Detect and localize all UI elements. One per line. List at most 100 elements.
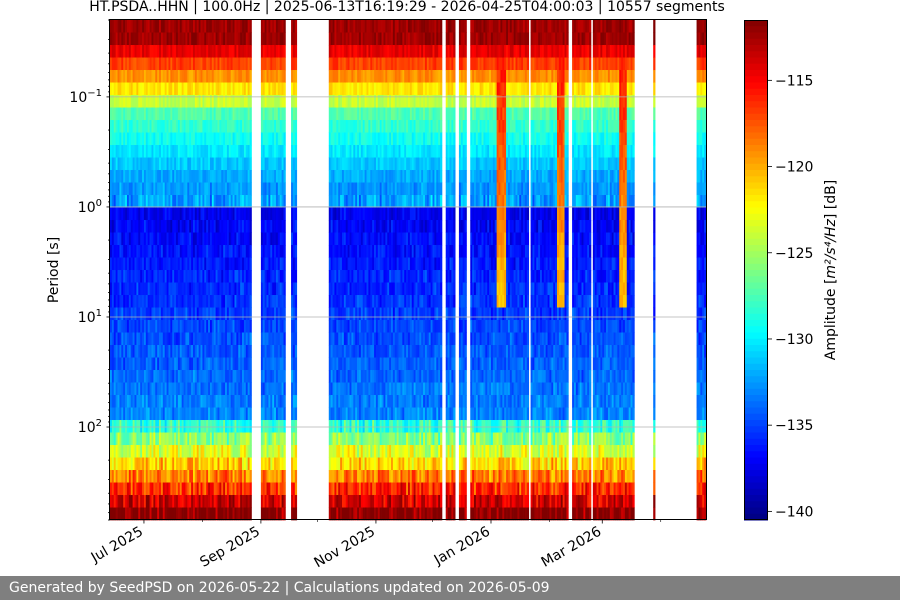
heatmap-cell	[185, 157, 188, 171]
heatmap-cell	[181, 495, 184, 508]
heatmap-cell	[198, 270, 201, 283]
heatmap-cell	[119, 145, 122, 158]
heatmap-cell	[206, 157, 209, 171]
heatmap-cell	[147, 345, 150, 358]
heatmap-cell	[160, 57, 164, 71]
heatmap-cell	[159, 145, 162, 158]
heatmap-cell	[123, 32, 126, 46]
heatmap-cell	[200, 82, 203, 96]
heatmap-cell	[179, 370, 183, 383]
heatmap-cell	[166, 257, 169, 271]
heatmap-cell	[149, 120, 152, 133]
heatmap-cell	[157, 32, 160, 46]
heatmap-cell	[192, 445, 196, 458]
heatmap-cell	[202, 295, 205, 308]
heatmap-day-column	[134, 20, 137, 521]
heatmap-cell	[174, 482, 177, 496]
heatmap-cell	[147, 270, 150, 283]
heatmap-cell	[126, 145, 130, 158]
heatmap-cell	[283, 157, 286, 171]
heatmap-cell	[125, 132, 128, 146]
heatmap-cell	[192, 107, 196, 121]
heatmap-cell	[168, 320, 171, 333]
heatmap-cell	[125, 232, 128, 246]
heatmap-cell	[160, 295, 164, 308]
heatmap-cell	[283, 407, 286, 421]
heatmap-cell	[192, 132, 196, 146]
heatmap-cell	[145, 232, 149, 246]
heatmap-cell	[130, 245, 133, 258]
heatmap-cell	[136, 195, 139, 208]
heatmap-cell	[119, 357, 122, 371]
heatmap-cell	[126, 270, 130, 283]
heatmap-cell	[153, 345, 156, 358]
heatmap-cell	[179, 132, 183, 146]
heatmap-cell	[166, 357, 169, 371]
heatmap-cell	[174, 320, 177, 333]
heatmap-cell	[174, 32, 177, 46]
heatmap-cell	[204, 120, 207, 133]
heatmap-cell	[208, 495, 211, 508]
heatmap-cell	[200, 182, 203, 196]
heatmap-cell	[166, 345, 169, 358]
heatmap-cell	[168, 382, 171, 396]
heatmap-cell	[155, 307, 158, 321]
heatmap-cell	[191, 357, 194, 371]
heatmap-cell	[162, 232, 166, 246]
heatmap-cell	[145, 332, 149, 346]
heatmap-cell	[294, 320, 298, 333]
heatmap-cell	[126, 320, 130, 333]
heatmap-day-column	[294, 20, 298, 521]
heatmap-cell	[166, 70, 169, 83]
heatmap-cell	[111, 357, 115, 371]
heatmap-cell	[157, 470, 160, 483]
heatmap-cell	[179, 107, 183, 121]
heatmap-cell	[157, 295, 160, 308]
heatmap-cell	[160, 207, 164, 221]
heatmap-cell	[196, 70, 199, 83]
heatmap-cell	[170, 220, 173, 233]
heatmap-cell	[200, 432, 203, 446]
heatmap-cell	[196, 357, 199, 371]
heatmap-cell	[176, 57, 179, 71]
heatmap-cell	[111, 157, 115, 171]
heatmap-cell	[164, 157, 167, 171]
heatmap-cell	[192, 95, 196, 108]
heatmap-cell	[162, 470, 166, 483]
heatmap-cell	[181, 270, 184, 283]
heatmap-cell	[211, 120, 215, 133]
heatmap-cell	[170, 432, 173, 446]
heatmap-cell	[121, 195, 124, 208]
heatmap-cell	[192, 295, 196, 308]
heatmap-cell	[149, 307, 152, 321]
heatmap-cell	[164, 232, 167, 246]
heatmap-cell	[155, 445, 158, 458]
heatmap-cell	[123, 270, 126, 283]
heatmap-cell	[126, 32, 130, 46]
heatmap-cell	[183, 495, 186, 508]
heatmap-cell	[110, 370, 113, 383]
heatmap-cell	[192, 395, 196, 408]
heatmap-cell	[126, 20, 130, 33]
heatmap-cell	[132, 82, 135, 96]
heatmap-cell	[157, 257, 160, 271]
heatmap-cell	[191, 220, 194, 233]
heatmap-cell	[149, 232, 152, 246]
heatmap-cell	[204, 195, 207, 208]
heatmap-day-column	[149, 20, 152, 521]
heatmap-day-column	[185, 20, 188, 521]
heatmap-cell	[176, 70, 179, 83]
heatmap-cell	[166, 482, 169, 496]
heatmap-cell	[143, 270, 147, 283]
heatmap-cell	[196, 220, 199, 233]
heatmap-cell	[283, 307, 286, 321]
heatmap-cell	[192, 432, 196, 446]
heatmap-cell	[123, 482, 126, 496]
heatmap-cell	[145, 307, 149, 321]
heatmap-cell	[123, 132, 126, 146]
heatmap-cell	[187, 157, 190, 171]
heatmap-day-column	[142, 20, 145, 521]
heatmap-cell	[128, 295, 132, 308]
heatmap-cell	[143, 470, 147, 483]
heatmap-cell	[211, 295, 215, 308]
